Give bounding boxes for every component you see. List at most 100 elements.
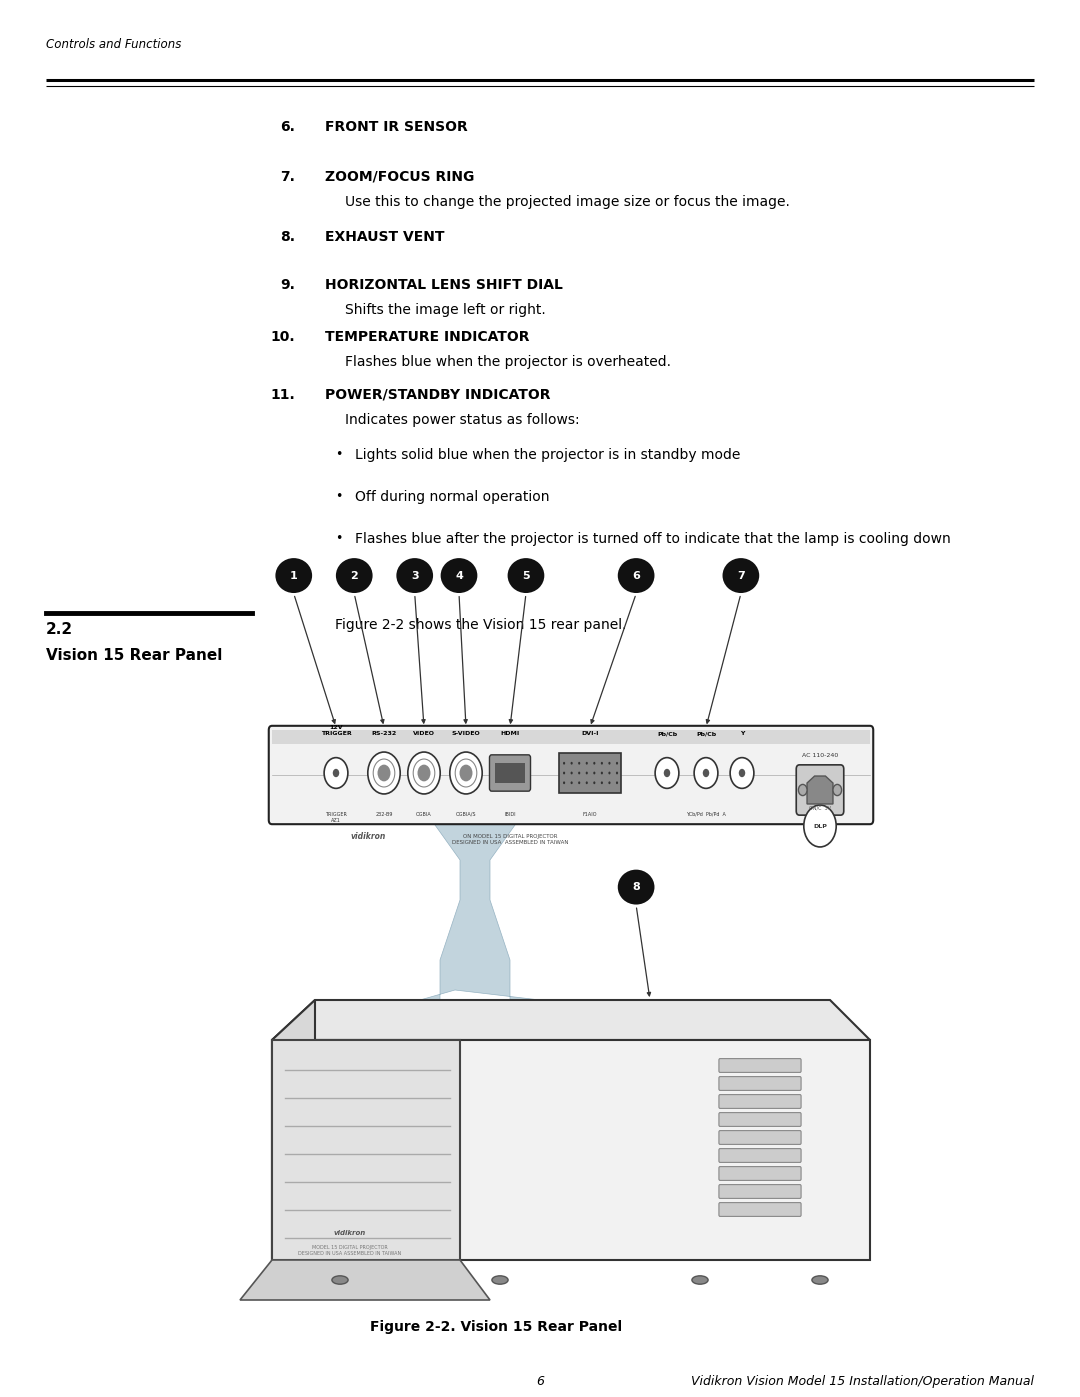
Polygon shape — [272, 1000, 870, 1039]
Text: Figure 2-2. Vision 15 Rear Panel: Figure 2-2. Vision 15 Rear Panel — [370, 1320, 622, 1334]
Text: 6: 6 — [536, 1375, 544, 1389]
Text: Pb/Cb: Pb/Cb — [696, 731, 716, 736]
Circle shape — [616, 771, 618, 774]
Ellipse shape — [332, 1275, 348, 1284]
FancyBboxPatch shape — [272, 731, 870, 743]
Circle shape — [459, 764, 472, 781]
Circle shape — [418, 764, 431, 781]
Circle shape — [656, 757, 679, 788]
Text: 4: 4 — [455, 570, 463, 581]
Circle shape — [585, 771, 588, 774]
Text: Indicates power status as follows:: Indicates power status as follows: — [345, 414, 580, 427]
FancyBboxPatch shape — [719, 1130, 801, 1144]
Text: Flashes blue when the projector is overheated.: Flashes blue when the projector is overh… — [345, 355, 671, 369]
Text: vidikron: vidikron — [334, 1229, 366, 1236]
Text: vidikron: vidikron — [350, 833, 386, 841]
Text: 11.: 11. — [270, 388, 295, 402]
Text: 8: 8 — [632, 882, 640, 893]
Ellipse shape — [336, 559, 373, 594]
Circle shape — [593, 761, 595, 764]
Text: 7: 7 — [737, 570, 745, 581]
FancyBboxPatch shape — [719, 1166, 801, 1180]
Text: OGBIA/S: OGBIA/S — [456, 812, 476, 817]
Text: 7.: 7. — [280, 170, 295, 184]
Text: Flashes blue after the projector is turned off to indicate that the lamp is cool: Flashes blue after the projector is turn… — [355, 532, 950, 546]
Circle shape — [378, 764, 391, 781]
Circle shape — [600, 781, 603, 784]
Text: DLP: DLP — [813, 823, 827, 828]
Circle shape — [570, 761, 572, 764]
Ellipse shape — [618, 559, 654, 594]
Text: TEMPERATURE INDICATOR: TEMPERATURE INDICATOR — [325, 330, 529, 344]
Ellipse shape — [441, 559, 477, 594]
Text: ZOOM/FOCUS RING: ZOOM/FOCUS RING — [325, 170, 474, 184]
Circle shape — [798, 784, 807, 795]
Ellipse shape — [618, 869, 654, 905]
Text: DVI-I: DVI-I — [581, 731, 598, 736]
Text: 232-B9: 232-B9 — [376, 812, 393, 817]
Circle shape — [593, 771, 595, 774]
Circle shape — [585, 781, 588, 784]
Text: EXHAUST VENT: EXHAUST VENT — [325, 231, 445, 244]
Circle shape — [563, 761, 565, 764]
Circle shape — [449, 752, 482, 793]
Text: RS-232: RS-232 — [372, 731, 396, 736]
Text: ON MODEL 15 DIGITAL PROJECTOR
DESIGNED IN USA  ASSEMBLED IN TAIWAN: ON MODEL 15 DIGITAL PROJECTOR DESIGNED I… — [451, 834, 568, 845]
FancyBboxPatch shape — [489, 754, 530, 791]
Circle shape — [563, 771, 565, 774]
Text: 6: 6 — [632, 570, 640, 581]
Text: 1: 1 — [289, 570, 298, 581]
FancyBboxPatch shape — [719, 1185, 801, 1199]
Circle shape — [563, 781, 565, 784]
FancyBboxPatch shape — [558, 753, 621, 792]
Circle shape — [664, 768, 671, 777]
Text: HORIZONTAL LENS SHIFT DIAL: HORIZONTAL LENS SHIFT DIAL — [325, 278, 563, 292]
Polygon shape — [240, 1260, 490, 1301]
FancyBboxPatch shape — [719, 1059, 801, 1073]
Text: Pb/Cb: Pb/Cb — [657, 731, 677, 736]
FancyBboxPatch shape — [796, 764, 843, 814]
Circle shape — [333, 768, 339, 777]
Ellipse shape — [812, 1275, 828, 1284]
Text: 2: 2 — [350, 570, 359, 581]
Text: •: • — [335, 490, 342, 503]
Text: FRONT IR SENSOR: FRONT IR SENSOR — [325, 120, 468, 134]
Text: 3: 3 — [410, 570, 419, 581]
Circle shape — [730, 757, 754, 788]
Text: Controls and Functions: Controls and Functions — [46, 38, 181, 52]
Text: 6.: 6. — [280, 120, 295, 134]
Text: HDMI: HDMI — [500, 731, 519, 736]
Circle shape — [578, 771, 580, 774]
Text: IBIDI: IBIDI — [504, 812, 516, 817]
Polygon shape — [272, 1000, 315, 1260]
FancyBboxPatch shape — [719, 1148, 801, 1162]
Text: Lights solid blue when the projector is in standby mode: Lights solid blue when the projector is … — [355, 448, 741, 462]
Text: TRIGGER
AZ1: TRIGGER AZ1 — [325, 812, 347, 823]
Text: Off during normal operation: Off during normal operation — [355, 490, 550, 504]
FancyBboxPatch shape — [719, 1077, 801, 1091]
Circle shape — [608, 781, 610, 784]
Text: Figure 2-2 shows the Vision 15 rear panel.: Figure 2-2 shows the Vision 15 rear pane… — [335, 617, 626, 631]
Circle shape — [368, 752, 401, 793]
Circle shape — [408, 752, 441, 793]
Text: 12V
TRIGGER: 12V TRIGGER — [321, 725, 351, 736]
Ellipse shape — [723, 559, 759, 594]
Text: MODEL 15 DIGITAL PROJECTOR
DESIGNED IN USA ASSEMBLED IN TAIWAN: MODEL 15 DIGITAL PROJECTOR DESIGNED IN U… — [298, 1245, 402, 1256]
Circle shape — [703, 768, 710, 777]
Text: VIDEO: VIDEO — [413, 731, 435, 736]
Circle shape — [570, 771, 572, 774]
Text: Vidikron Vision Model 15 Installation/Operation Manual: Vidikron Vision Model 15 Installation/Op… — [691, 1375, 1034, 1389]
Text: OGBIA: OGBIA — [416, 812, 432, 817]
Circle shape — [600, 771, 603, 774]
Ellipse shape — [692, 1275, 708, 1284]
Text: 8.: 8. — [280, 231, 295, 244]
Polygon shape — [272, 1039, 460, 1260]
Text: AC 110-240: AC 110-240 — [801, 753, 838, 759]
Text: POWER/STANDBY INDICATOR: POWER/STANDBY INDICATOR — [325, 388, 551, 402]
Circle shape — [833, 784, 841, 795]
Text: 5: 5 — [522, 570, 530, 581]
FancyBboxPatch shape — [269, 726, 874, 824]
Circle shape — [593, 781, 595, 784]
Text: 9.: 9. — [280, 278, 295, 292]
FancyBboxPatch shape — [719, 1203, 801, 1217]
